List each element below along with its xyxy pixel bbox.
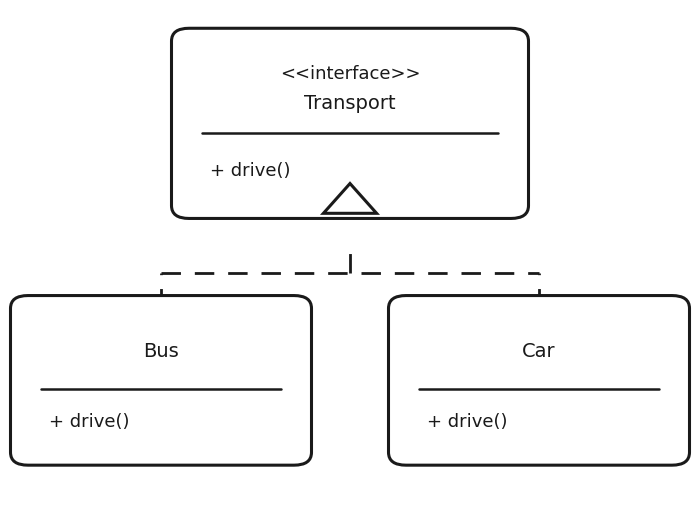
- Text: + drive(): + drive(): [210, 162, 290, 180]
- Text: Bus: Bus: [143, 342, 179, 361]
- Text: + drive(): + drive(): [49, 413, 130, 431]
- Text: + drive(): + drive(): [427, 413, 508, 431]
- FancyBboxPatch shape: [389, 296, 690, 465]
- Text: Car: Car: [522, 342, 556, 361]
- FancyBboxPatch shape: [10, 296, 312, 465]
- Text: <<interface>>: <<interface>>: [280, 65, 420, 83]
- FancyBboxPatch shape: [172, 28, 528, 218]
- Text: Transport: Transport: [304, 94, 395, 113]
- Polygon shape: [323, 183, 377, 213]
